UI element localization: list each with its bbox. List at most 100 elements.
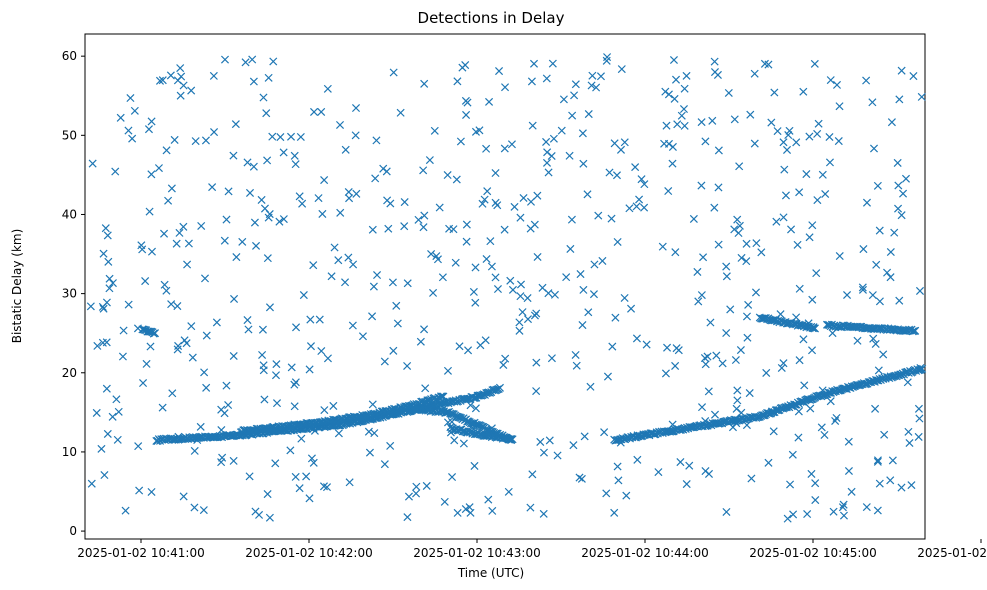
detection-point — [734, 229, 743, 238]
detection-point — [456, 137, 465, 146]
detection-point — [680, 84, 689, 93]
detection-point — [200, 274, 210, 283]
detection-point — [486, 237, 495, 246]
detection-point — [420, 79, 429, 88]
detection-point — [844, 466, 853, 476]
detection-point — [220, 236, 229, 245]
detection-point — [263, 156, 272, 165]
detection-point — [500, 225, 509, 234]
detection-point — [419, 166, 428, 175]
detection-point — [682, 480, 691, 489]
detection-point — [565, 151, 574, 160]
detection-point — [545, 436, 554, 445]
detection-point — [272, 360, 281, 369]
detection-point — [499, 360, 508, 370]
detection-point — [689, 214, 698, 223]
detection-point — [471, 298, 480, 307]
detection-point — [608, 342, 617, 351]
detection-point — [806, 404, 815, 413]
detection-point — [260, 395, 269, 404]
detection-point — [571, 80, 580, 89]
detection-point — [632, 334, 641, 343]
detection-point — [633, 455, 642, 464]
detection-point — [697, 181, 706, 190]
detection-point — [519, 193, 528, 203]
detection-point — [190, 503, 199, 512]
detection-point — [508, 285, 517, 294]
detection-point — [128, 134, 137, 143]
detection-point — [869, 334, 878, 343]
detection-point — [196, 422, 205, 431]
detection-point — [358, 332, 367, 341]
y-tick-label: 0 — [69, 524, 77, 538]
detection-point — [542, 137, 551, 146]
detection-point — [528, 470, 537, 479]
detection-point — [787, 225, 796, 234]
detection-point — [334, 429, 343, 438]
detection-point — [896, 370, 905, 379]
detection-point — [317, 347, 326, 356]
detection-point — [527, 77, 536, 86]
detection-point — [839, 500, 848, 509]
detection-point — [179, 492, 188, 501]
detection-point — [177, 72, 186, 81]
detection-point — [286, 446, 295, 455]
detection-point — [805, 233, 814, 242]
detection-point — [495, 67, 504, 76]
detection-point — [318, 209, 327, 218]
detection-point — [578, 129, 587, 138]
detection-point — [813, 196, 822, 205]
detection-point — [901, 368, 910, 377]
detection-point — [154, 164, 163, 173]
detection-point — [507, 434, 516, 444]
detection-point — [679, 105, 688, 114]
detection-point — [271, 459, 280, 468]
detection-point — [550, 290, 559, 299]
detection-point — [890, 228, 899, 237]
detection-point — [422, 481, 431, 490]
detection-point — [610, 139, 619, 148]
detection-point — [353, 413, 362, 422]
detection-point — [809, 324, 818, 333]
detection-point — [658, 242, 667, 251]
detection-point — [742, 257, 751, 266]
detection-point — [769, 427, 778, 436]
detection-point — [530, 220, 539, 229]
detection-point — [296, 132, 305, 141]
detection-point — [323, 84, 332, 93]
detection-point — [568, 111, 577, 120]
x-tick-label: 2025-01-02 10:42:00 — [245, 546, 372, 560]
detection-point — [269, 57, 278, 66]
detection-point — [100, 471, 109, 480]
detection-point — [480, 195, 489, 204]
y-tick-label: 10 — [62, 445, 77, 459]
detection-point — [155, 76, 165, 85]
detection-point — [158, 403, 167, 412]
detection-point — [579, 159, 588, 168]
detection-point — [162, 146, 171, 155]
detection-point — [529, 59, 539, 68]
detection-point — [673, 120, 682, 129]
detection-point — [147, 247, 156, 256]
detection-point — [403, 513, 412, 522]
detection-point — [477, 422, 486, 431]
detection-point — [810, 324, 819, 333]
detection-point — [598, 256, 607, 265]
detection-point — [380, 357, 389, 366]
detection-point — [631, 163, 640, 172]
detection-point — [680, 121, 689, 130]
detection-point — [435, 203, 444, 212]
detection-point — [682, 71, 691, 80]
detection-point — [704, 387, 713, 396]
detection-point — [663, 343, 672, 352]
detection-point — [263, 490, 272, 499]
detection-point — [345, 194, 354, 203]
detection-point — [781, 191, 790, 200]
detection-point — [567, 215, 576, 224]
detection-point — [637, 175, 646, 184]
detection-point — [429, 288, 438, 297]
detection-point — [868, 291, 877, 300]
detection-point — [400, 222, 409, 231]
detection-point — [879, 350, 888, 359]
detection-point — [322, 483, 332, 492]
